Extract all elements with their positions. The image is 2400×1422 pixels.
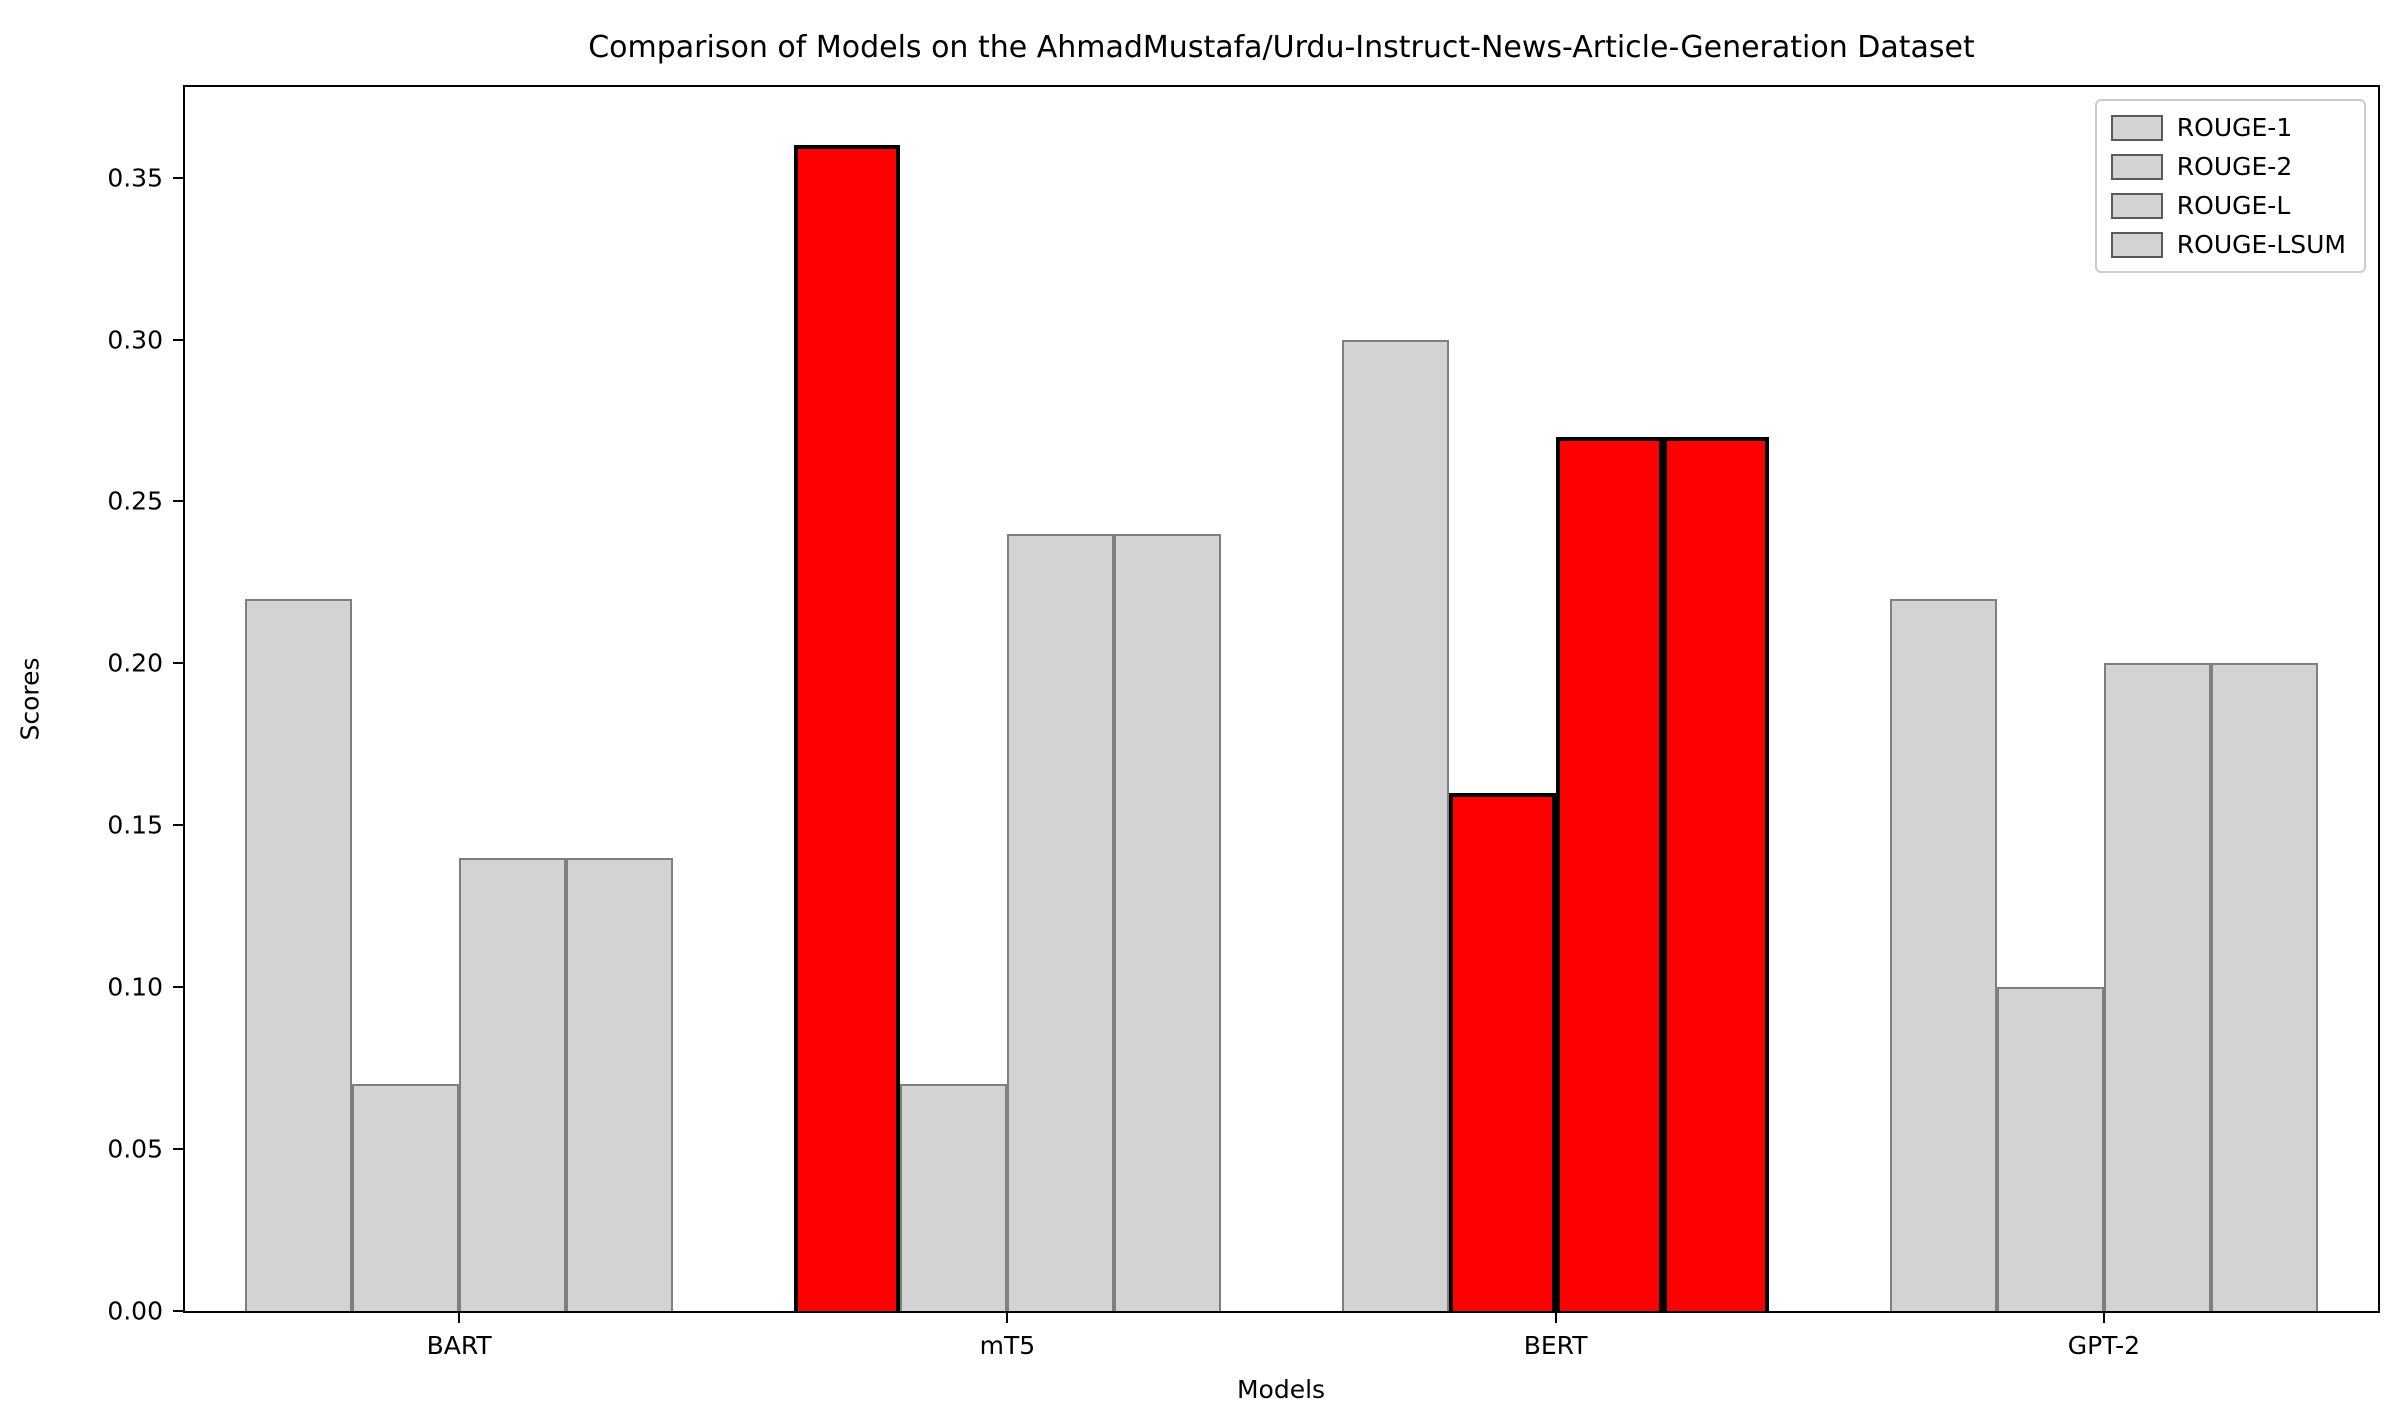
bar-gpt-2-rouge-l [2103, 663, 2211, 1311]
bar-bert-rouge-2 [1448, 792, 1556, 1311]
legend-label: ROUGE-LSUM [2176, 230, 2346, 259]
bar-mt5-rouge-l [1007, 533, 1115, 1311]
y-tick-label: 0.05 [107, 1134, 163, 1164]
y-tick-label: 0.15 [107, 810, 163, 840]
legend-entry-rouge-l: ROUGE-L [2110, 191, 2346, 220]
x-tick-mark [1554, 1311, 1557, 1323]
y-tick-label: 0.10 [107, 972, 163, 1002]
y-axis-label: Scores [15, 657, 45, 741]
y-tick-label: 0.25 [107, 486, 163, 516]
bar-gpt-2-rouge-1 [1890, 598, 1997, 1311]
bar-mt5-rouge-1 [793, 145, 901, 1311]
x-axis-label: Models [1236, 1375, 1326, 1404]
x-tick-label-mt5: mT5 [979, 1331, 1036, 1360]
x-tick-label-bert: BERT [1523, 1331, 1588, 1360]
bar-bart-rouge-1 [245, 598, 353, 1311]
x-tick-label-bart: BART [426, 1331, 492, 1360]
y-tick-label: 0.00 [107, 1296, 163, 1326]
legend-label: ROUGE-1 [2176, 113, 2293, 142]
x-tick-mark [2102, 1311, 2105, 1323]
legend-label: ROUGE-2 [2176, 152, 2293, 181]
chart-title: Comparison of Models on the AhmadMustafa… [588, 30, 1975, 65]
y-tick-label: 0.35 [107, 163, 163, 193]
legend: ROUGE-1 ROUGE-2 ROUGE-L ROUGE-LSUM [2094, 99, 2366, 273]
y-tick-mark [173, 662, 185, 665]
y-tick-mark [173, 500, 185, 503]
bar-bert-rouge-1 [1341, 339, 1449, 1311]
legend-label: ROUGE-L [2176, 191, 2291, 220]
y-tick-mark [173, 176, 185, 179]
legend-swatch-icon [2110, 192, 2163, 219]
x-tick-mark [458, 1311, 461, 1323]
y-tick-label: 0.30 [107, 325, 163, 355]
bar-bart-rouge-l [459, 857, 567, 1311]
bar-bart-rouge-lsum [566, 857, 673, 1311]
bar-gpt-2-rouge-2 [1996, 987, 2104, 1311]
legend-entry-rouge-lsum: ROUGE-LSUM [2110, 230, 2346, 259]
plot-area: ROUGE-1 ROUGE-2 ROUGE-L ROUGE-LSUM 0.00 0.05… [107, 85, 2380, 1360]
y-tick-mark [173, 986, 185, 989]
y-tick-mark [173, 824, 185, 827]
y-tick-mark [173, 338, 185, 341]
y-tick-mark [173, 1148, 185, 1151]
bar-bert-rouge-lsum [1662, 436, 1770, 1311]
bar-bert-rouge-l [1555, 436, 1663, 1311]
bar-bart-rouge-2 [352, 1084, 460, 1311]
bar-mt5-rouge-lsum [1114, 533, 1222, 1311]
y-tick-mark [173, 1310, 185, 1312]
legend-entry-rouge-2: ROUGE-2 [2110, 152, 2346, 181]
legend-swatch-icon [2110, 153, 2163, 180]
y-tick-label: 0.20 [107, 648, 163, 678]
legend-swatch-icon [2110, 231, 2163, 258]
legend-entry-rouge-1: ROUGE-1 [2110, 113, 2346, 142]
x-tick-mark [1006, 1311, 1009, 1323]
bar-mt5-rouge-2 [900, 1084, 1008, 1311]
bar-gpt-2-rouge-lsum [2210, 663, 2318, 1311]
legend-swatch-icon [2110, 114, 2163, 141]
x-tick-label-gpt-2: GPT-2 [2067, 1331, 2141, 1360]
